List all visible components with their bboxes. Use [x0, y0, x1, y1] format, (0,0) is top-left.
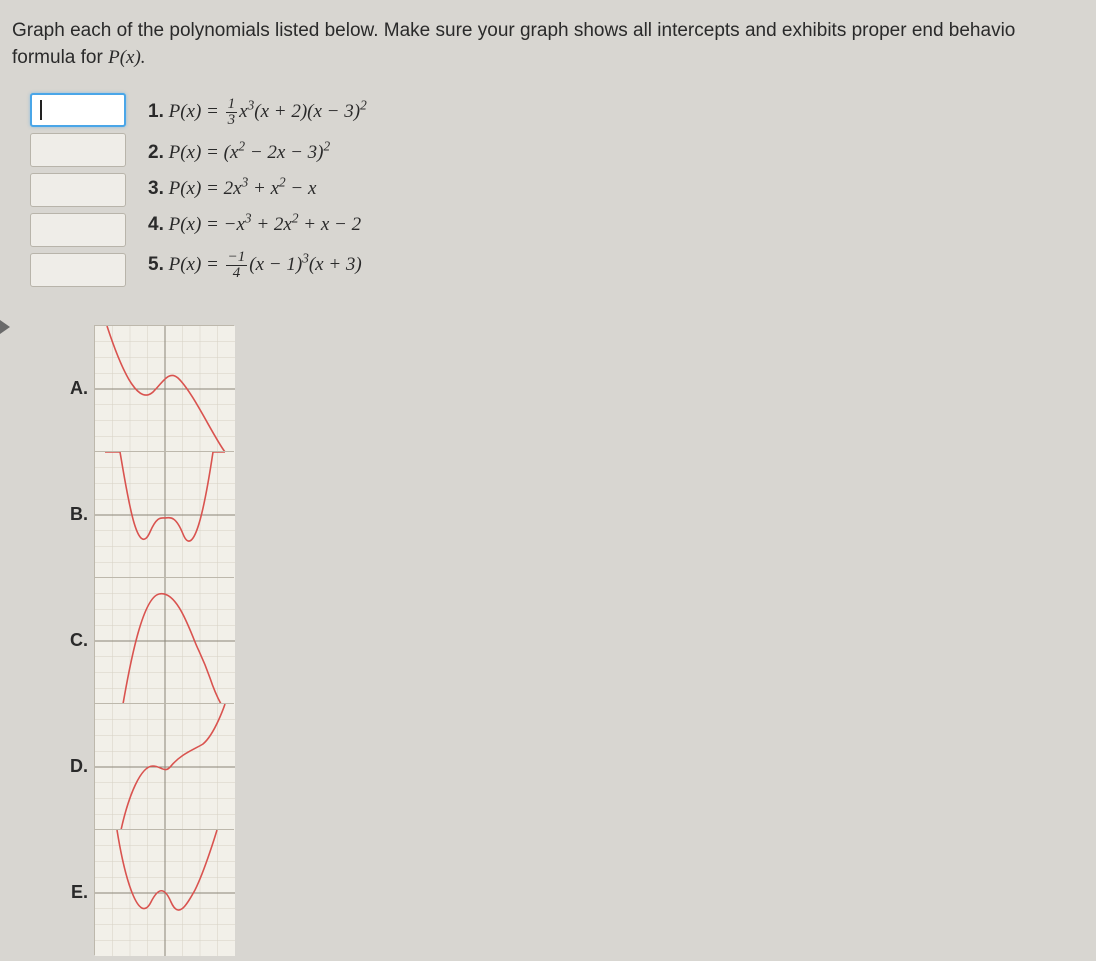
graph-row-A: A.	[60, 325, 1084, 451]
answer-input-5[interactable]	[30, 253, 126, 287]
answer-input-1[interactable]	[30, 93, 126, 127]
answer-input-3[interactable]	[30, 173, 126, 207]
graph-row-D: D.	[60, 703, 1084, 829]
graph-row-C: C.	[60, 577, 1084, 703]
instructions-text: Graph each of the polynomials listed bel…	[12, 18, 1084, 71]
graph-thumbnail[interactable]	[94, 325, 234, 451]
formula-5: 5. P(x) = −14(x − 1)3(x + 3)	[148, 250, 367, 281]
formula-2: 2. P(x) = (x2 − 2x − 3)2	[148, 142, 367, 164]
instructions-line2: formula for	[12, 47, 108, 68]
formula-4: 4. P(x) = −x3 + 2x2 + x − 2	[148, 214, 367, 236]
formula-3: 3. P(x) = 2x3 + x2 − x	[148, 178, 367, 200]
play-icon[interactable]	[0, 320, 10, 334]
problem-row: 1. P(x) = 13x3(x + 2)(x − 3)2 2. P(x) = (…	[30, 93, 1084, 287]
graph-row-B: B.	[60, 451, 1084, 577]
graph-thumbnail[interactable]	[94, 703, 234, 829]
formula-1: 1. P(x) = 13x3(x + 2)(x − 3)2	[148, 97, 367, 128]
graph-thumbnail[interactable]	[94, 577, 234, 703]
graph-row-E: E.	[60, 829, 1084, 955]
answer-input-4[interactable]	[30, 213, 126, 247]
formula-list: 1. P(x) = 13x3(x + 2)(x − 3)2 2. P(x) = (…	[148, 93, 367, 281]
instructions-px: P(x).	[108, 47, 145, 68]
answer-input-2[interactable]	[30, 133, 126, 167]
graph-label: B.	[60, 504, 88, 525]
instructions-line1: Graph each of the polynomials listed bel…	[12, 20, 1015, 41]
graph-label: C.	[60, 630, 88, 651]
text-cursor-icon	[40, 100, 42, 120]
graph-thumbnail[interactable]	[94, 829, 234, 955]
graph-label: D.	[60, 756, 88, 777]
graph-label: A.	[60, 378, 88, 399]
graphs-column: A. B. C. D. E.	[60, 325, 1084, 955]
graph-label: E.	[60, 882, 88, 903]
graph-thumbnail[interactable]	[94, 451, 234, 577]
answer-input-column	[30, 93, 126, 287]
